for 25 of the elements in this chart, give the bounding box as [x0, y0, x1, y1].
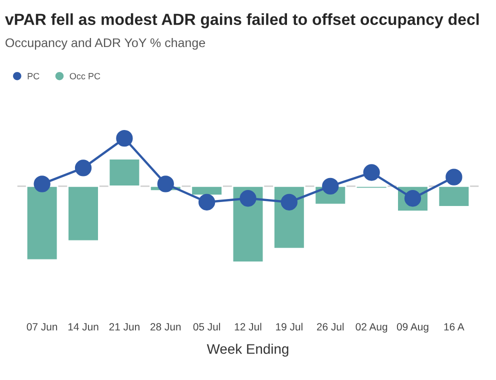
- point: [157, 176, 174, 192]
- x-tick-label: 05 Jul: [193, 322, 220, 331]
- point: [34, 176, 50, 192]
- x-tick-label: 28 Jun: [150, 323, 181, 331]
- legend-label: Occ PC: [70, 72, 100, 80]
- point: [240, 190, 256, 207]
- chart-title: vPAR fell as modest ADR gains failed to offset occupancy decl: [5, 13, 479, 28]
- x-tick-label: 26 Jul: [317, 322, 344, 331]
- x-tick-label: 19 Jul: [276, 322, 302, 331]
- point: [116, 130, 133, 147]
- point: [363, 164, 380, 181]
- x-tick-label: 14 Jun: [68, 323, 98, 331]
- point: [446, 168, 462, 186]
- x-tick-label: 16 A: [444, 323, 464, 331]
- point: [280, 194, 298, 210]
- x-tick-label: 12 Jul: [234, 322, 262, 331]
- point: [198, 194, 216, 210]
- chart-subtitle: Occupancy and ADR YoY % change: [6, 38, 206, 50]
- x-tick-label: 07 Jun: [26, 323, 58, 331]
- x-tick-label: 02 Aug: [356, 323, 388, 333]
- legend-label: PC: [28, 72, 40, 80]
- x-axis-title: Week Ending: [206, 344, 288, 357]
- x-tick-label: 09 Aug: [396, 323, 428, 333]
- point: [74, 160, 92, 176]
- x-tick-label: 21 Jun: [109, 323, 140, 331]
